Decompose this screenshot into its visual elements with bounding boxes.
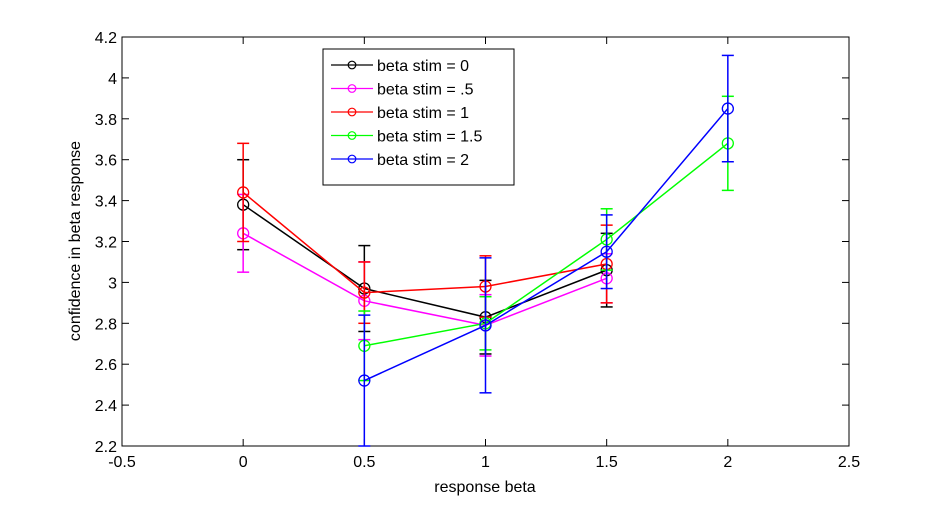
y-tick-label: 3.6 [95,153,117,170]
legend-label: beta stim = 1 [377,105,469,122]
y-tick-label: 4 [108,71,117,88]
data-point [358,374,371,387]
legend-marker [347,107,357,117]
x-tick-label: 1 [481,454,490,471]
data-point [358,286,371,299]
series-line [242,204,607,318]
y-tick-label: 3.8 [95,112,117,129]
x-tick-label: 2 [723,454,732,471]
x-tick-label: 0 [239,454,248,471]
series-line [242,191,607,294]
data-point [721,102,734,115]
y-tick-label: 2.6 [95,357,117,374]
data-point [600,245,613,258]
legend-marker [347,60,357,70]
legend-label: beta stim = 2 [377,152,469,169]
legend-marker [347,154,357,164]
series-layer [237,54,734,447]
y-tick-label: 3.4 [95,194,117,211]
x-tick-label: 0.5 [353,454,375,471]
y-tick-label: 2.2 [95,439,117,456]
legend-marker [347,84,357,93]
x-tick-label: 1.5 [596,454,618,471]
series-line [364,142,729,347]
x-tick-label: -0.5 [108,454,136,471]
series-line [242,232,607,327]
x-axis-title: response beta [434,479,536,496]
y-tick-label: 4.2 [95,30,117,47]
legend-label: beta stim = 1.5 [377,129,482,146]
legend-label: beta stim = 0 [377,58,469,75]
legend: beta stim = 0 beta stim = .5 beta stim = 1… [322,48,515,186]
axis-ticks: -0.5 0 0.5 1 1.5 2 2.5 2.2 2.4 2.6 2.8 3 3.2 3.4 3.6 3.… [95,30,860,471]
legend-label: beta stim = .5 [377,82,474,99]
legend-marker [347,131,357,140]
y-tick-label: 2.4 [95,398,117,415]
y-tick-label: 2.8 [95,316,117,333]
y-tick-label: 3.2 [95,235,117,252]
data-point [237,186,250,199]
x-tick-label: 2.5 [838,454,860,471]
data-point [479,319,492,332]
series-4 [358,54,734,447]
series-line [364,108,729,382]
y-axis-title: confidence in beta response [67,141,84,341]
y-tick-label: 3 [108,275,117,292]
